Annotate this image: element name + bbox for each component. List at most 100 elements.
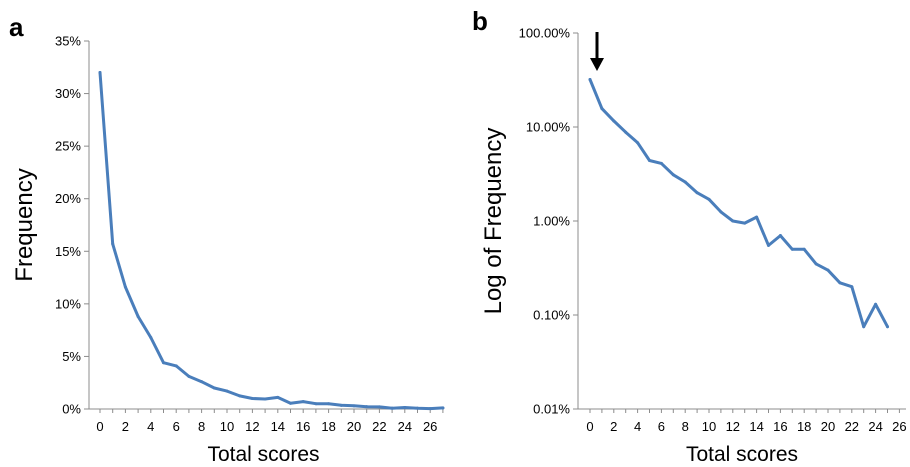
panel-a-data-point <box>111 242 115 246</box>
panel-b-x-tick-label: 4 <box>634 419 641 434</box>
panel-b-x-tick-label: 6 <box>658 419 665 434</box>
panel-b-data-point <box>826 268 830 272</box>
panel-a-y-tick-label: 25% <box>55 139 81 154</box>
panel-b-data-point <box>588 78 592 82</box>
panel-b-x-tick-label: 20 <box>821 419 835 434</box>
panel-a-data-point <box>162 361 165 365</box>
panel-a-data-point <box>390 406 394 410</box>
panel-a-data-point <box>327 402 331 406</box>
panel-a-y-tick-label: 35% <box>55 34 81 49</box>
panel-a-x-tick-label: 18 <box>321 419 335 434</box>
panel-b-x-tick-label: 0 <box>586 419 593 434</box>
panel-a-series-line <box>98 71 445 411</box>
panel-a-chart: a0%5%10%15%20%25%30%35%0 2 4 6 8 10 12 14 16 18 20… <box>9 12 445 466</box>
panel-b-y-axis-title: Log of Frequency <box>480 128 507 315</box>
panel-b-data-point <box>612 119 616 123</box>
panel-a-y-tick-label: 10% <box>55 296 81 311</box>
panel-a-x-tick-label: 14 <box>271 419 285 434</box>
panel-b-label: b <box>472 6 488 36</box>
panel-a-data-point <box>149 336 153 340</box>
panel-b-y-tick-label: 0.10% <box>533 308 570 323</box>
panel-a-x-tick-label: 12 <box>245 419 259 434</box>
panel-b-data-point <box>743 221 747 225</box>
panel-a-data-point <box>289 401 292 405</box>
panel-a-data-point <box>339 403 343 407</box>
panel-a-data-point <box>416 406 419 410</box>
panel-b-data-point <box>767 243 770 247</box>
panel-a-data-point <box>238 394 242 398</box>
panel-b-y-tick-label: 0.01% <box>533 402 570 417</box>
panel-b-y-tick-label: 10.00% <box>526 120 571 135</box>
panel-b-data-point <box>802 247 806 251</box>
panel-a-data-point <box>314 402 318 406</box>
panel-a-data-point <box>123 285 127 289</box>
panel-a-x-axis-title: Total scores <box>207 443 319 466</box>
panel-b-x-tick-label: 12 <box>726 419 740 434</box>
panel-b-x-axis-title: Total scores <box>686 443 798 466</box>
panel-b-y-tick-label: 1.00% <box>533 214 570 229</box>
panel-a-data-point <box>250 396 254 400</box>
panel-b-data-point <box>850 285 854 289</box>
panel-b-data-point <box>838 281 842 285</box>
panel-b-x-tick-label: 26 <box>892 419 906 434</box>
panel-b-x-tick-label: 8 <box>682 419 689 434</box>
panel-a-x-tick-label: 8 <box>198 419 205 434</box>
panel-b-data-point <box>814 262 818 266</box>
panel-b-x-tick-label: 10 <box>702 419 716 434</box>
panel-a-x-tick-label: 10 <box>220 419 234 434</box>
panel-a-x-tick-label: 22 <box>372 419 386 434</box>
panel-a-x-tick-label: 4 <box>147 419 154 434</box>
panel-a-data-point <box>428 407 432 411</box>
panel-a-x-tick-label: 26 <box>423 419 437 434</box>
panel-a-data-point <box>352 404 356 408</box>
panel-a-data-point <box>365 405 369 409</box>
panel-b-data-point <box>862 325 866 329</box>
panel-a-data-point <box>403 406 407 410</box>
panel-b-arrow-annotation <box>590 32 604 71</box>
panel-a-data-point <box>187 374 191 378</box>
panel-b-data-point <box>648 159 651 163</box>
panel-b-data-point <box>624 130 628 134</box>
panel-a-y-tick-label: 15% <box>55 244 81 259</box>
panel-a-data-point <box>263 397 267 401</box>
panel-b-data-point <box>790 247 794 251</box>
panel-a-label: a <box>9 12 24 42</box>
panel-b-x-tick-label: 14 <box>749 419 763 434</box>
panel-b-data-point <box>707 197 711 201</box>
panel-b-data-point <box>731 219 735 223</box>
panel-a-data-point <box>301 400 305 404</box>
panel-a-data-point <box>136 314 140 318</box>
panel-b-x-tick-label: 18 <box>797 419 811 434</box>
panel-a-x-tick-label: 24 <box>398 419 412 434</box>
panel-b-data-point <box>755 215 759 219</box>
panel-b-data-point <box>683 180 687 184</box>
panel-b-chart: b0.01%0.10%1.00%10.00%100.00%0 2 4 6 8 10 12 14… <box>472 6 907 466</box>
panel-a-data-point <box>200 380 204 384</box>
panel-a-data-point <box>98 71 102 75</box>
panel-a-data-point <box>174 364 178 368</box>
panel-b-data-point <box>636 141 640 145</box>
panel-a-x-tick-label: 6 <box>173 419 180 434</box>
panel-b-data-point <box>874 302 878 306</box>
panel-a-y-tick-label: 0% <box>62 402 81 417</box>
panel-a-y-tick-label: 20% <box>55 191 81 206</box>
panel-a-x-tick-label: 0 <box>96 419 103 434</box>
panel-a-data-point <box>377 405 381 409</box>
panel-a-data-point <box>225 389 229 393</box>
panel-a-data-point <box>212 386 216 390</box>
panel-b-data-point <box>659 161 663 165</box>
panel-b-data-point <box>778 234 782 238</box>
panel-b-data-point <box>886 325 889 329</box>
panel-b-data-point <box>719 210 723 214</box>
panel-b-data-point <box>695 191 699 195</box>
panel-a-y-tick-label: 30% <box>55 86 81 101</box>
panel-b-x-tick-label: 2 <box>610 419 617 434</box>
panel-a-x-tick-label: 20 <box>347 419 361 434</box>
panel-b-x-tick-label: 24 <box>868 419 882 434</box>
panel-a-data-point <box>441 406 445 410</box>
arrow-head <box>590 58 604 71</box>
panel-b-x-tick-label: 22 <box>845 419 859 434</box>
panel-a-y-axis-title: Frequency <box>11 168 38 281</box>
panel-a-x-tick-label: 2 <box>122 419 129 434</box>
